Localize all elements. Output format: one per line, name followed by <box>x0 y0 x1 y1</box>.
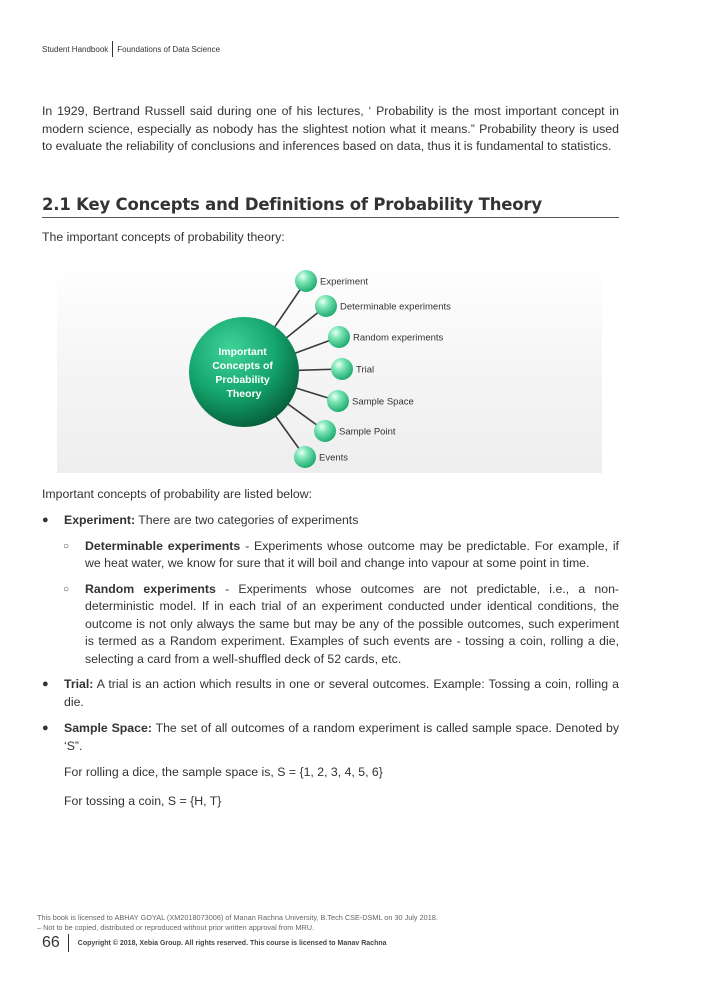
center-line-3: Probability <box>215 374 269 386</box>
concept-list: ● Experiment: There are two categories o… <box>42 512 619 810</box>
svg-text:Important Concepts of: Important Concepts of Probability Theory <box>212 346 276 400</box>
desc-random: - Experiments whose outcomes are not pre… <box>85 581 619 666</box>
footer-divider <box>67 934 69 952</box>
coin-example: For tossing a coin, S = {H, T} <box>64 793 222 808</box>
list-item-determinable: ○ Determinable experiments - Experiments… <box>42 538 619 573</box>
bullet-icon: ● <box>42 514 49 526</box>
list-item-sample-space: ● Sample Space: The set of all outcomes … <box>42 720 619 755</box>
node-label-experiment: Experiment <box>320 277 368 288</box>
concepts-diagram: Important Concepts of Probability Theory… <box>57 262 602 473</box>
node-label-sample-point: Sample Point <box>339 427 396 438</box>
node-trial <box>331 358 353 380</box>
page-footer: 66 Copyright © 2018, Xebia Group. All ri… <box>42 934 387 952</box>
intro-paragraph: In 1929, Bertrand Russell said during on… <box>42 104 619 153</box>
center-line-2: Concepts of <box>212 360 273 372</box>
center-circle <box>189 317 299 427</box>
list-item-trial: ● Trial: A trial is an action which resu… <box>42 676 619 711</box>
header-divider <box>112 41 114 57</box>
desc-sample-space: The set of all outcomes of a random expe… <box>64 721 620 753</box>
concepts-intro: The important concepts of probability th… <box>42 230 285 244</box>
node-label-events: Events <box>319 453 348 464</box>
node-sample-space <box>327 390 349 412</box>
node-label-trial: Trial <box>356 365 374 376</box>
list-item-random: ○ Random experiments - Experiments whose… <box>42 581 619 669</box>
list-intro: Important concepts of probability are li… <box>42 487 312 501</box>
node-experiment <box>295 270 317 292</box>
node-label-determinable-experiments: Determinable experiments <box>340 302 451 313</box>
center-line-4: Theory <box>226 388 261 400</box>
license-notice: This book is licensed to ABHAY GOYAL (XM… <box>37 913 438 932</box>
circle-bullet-icon: ○ <box>63 583 70 595</box>
desc-determinable: - Experiments whose outcome may be predi… <box>85 538 619 571</box>
node-determinable-experiments <box>315 295 337 317</box>
node-sample-point <box>314 420 336 442</box>
desc-trial: A trial is an action which results in on… <box>64 677 619 709</box>
term-determinable: Determinable experiments <box>85 538 241 553</box>
term-trial: Trial: <box>64 677 94 691</box>
section-heading: 2.1 Key Concepts and Definitions of Prob… <box>42 195 619 218</box>
page-number: 66 <box>42 934 60 951</box>
node-label-random-experiments: Random experiments <box>353 333 444 344</box>
list-item-experiment: ● Experiment: There are two categories o… <box>42 512 619 530</box>
term-random: Random experiments <box>85 581 216 596</box>
license-line-2: – Not to be copied, distributed or repro… <box>37 922 315 932</box>
copyright: Copyright © 2018, Xebia Group. All right… <box>77 939 387 947</box>
circle-bullet-icon: ○ <box>63 540 70 552</box>
bullet-icon: ● <box>42 722 49 734</box>
license-line-1: This book is licensed to ABHAY GOYAL (XM… <box>37 913 438 922</box>
desc-experiment: There are two categories of experiments <box>135 513 359 527</box>
term-experiment: Experiment: <box>64 513 136 527</box>
diagram-background <box>57 262 602 473</box>
bullet-icon: ● <box>42 678 49 690</box>
handbook-label: Student Handbook <box>42 44 109 54</box>
term-sample-space: Sample Space: <box>64 721 152 735</box>
node-label-sample-space: Sample Space <box>352 397 414 408</box>
dice-example: For rolling a dice, the sample space is,… <box>64 765 383 779</box>
node-random-experiments <box>328 326 350 348</box>
center-line-1: Important <box>218 346 267 358</box>
course-label: Foundations of Data Science <box>117 44 221 54</box>
running-header: Student Handbook Foundations of Data Sci… <box>42 41 220 57</box>
node-events <box>294 446 316 468</box>
